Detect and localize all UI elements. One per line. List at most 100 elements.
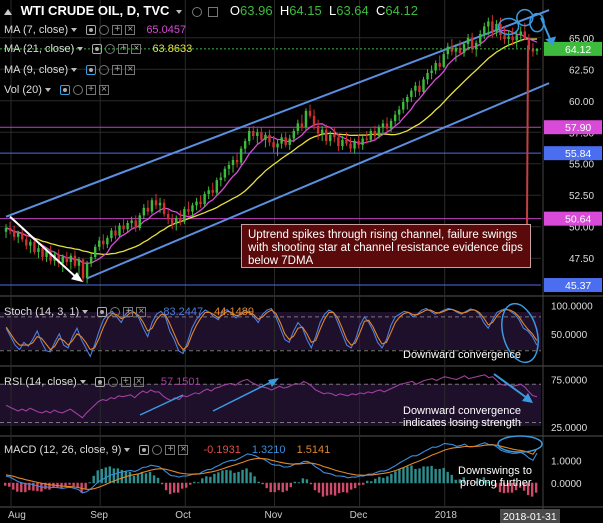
eye-icon[interactable] [139, 445, 150, 456]
macd-histogram-bar [414, 468, 417, 484]
legend-ma7[interactable]: MA (7, close) 65.0457 [4, 24, 186, 36]
candle-body [77, 259, 81, 266]
symbol-dropdown-icon[interactable] [176, 9, 183, 14]
macd-histogram-bar [144, 473, 148, 484]
candle-body [247, 130, 251, 142]
legend-stoch[interactable]: Stoch (14, 3, 1) 83.2447 44.1489 [4, 306, 254, 318]
add-icon[interactable] [123, 307, 134, 318]
candle-body [215, 180, 218, 193]
y-tick-label: 0.0000 [551, 479, 582, 490]
add-icon[interactable] [120, 377, 131, 388]
add-icon[interactable] [85, 85, 96, 96]
chevron-down-icon[interactable] [71, 28, 78, 33]
macd-histogram-bar [438, 468, 441, 484]
eye-icon[interactable] [86, 65, 97, 76]
candle-body [73, 255, 77, 266]
legend-ma9[interactable]: MA (9, close) [4, 64, 136, 76]
candle-body [162, 202, 166, 215]
candle-body [446, 46, 450, 55]
eye-icon[interactable] [86, 25, 97, 36]
add-icon[interactable] [112, 25, 123, 36]
candle-body [25, 239, 28, 246]
close-icon[interactable] [178, 445, 189, 456]
close-icon[interactable] [133, 377, 144, 388]
close-icon[interactable] [125, 65, 136, 76]
close-icon[interactable] [98, 85, 109, 96]
macd-histogram-bar [458, 479, 461, 484]
candle-body [37, 248, 40, 252]
add-icon[interactable] [165, 445, 176, 456]
chevron-down-icon[interactable] [79, 380, 86, 385]
macd-histogram-bar [48, 482, 51, 490]
legend-rsi[interactable]: RSI (14, close) 57.1501 [4, 376, 201, 388]
macd-histogram-bar [176, 482, 180, 493]
eye-icon[interactable] [59, 85, 70, 96]
trend-arrow-head [71, 272, 84, 283]
chevron-down-icon[interactable] [77, 47, 84, 52]
eye-icon[interactable] [94, 377, 105, 388]
macd-histogram-bar [374, 478, 377, 484]
format-icon[interactable] [208, 6, 219, 17]
macd-histogram-bar [454, 479, 457, 484]
gear-icon[interactable] [110, 307, 121, 318]
macd-histogram-bar [120, 469, 124, 484]
annotation-connector [526, 45, 529, 227]
gear-icon[interactable] [152, 445, 163, 456]
candle-body [231, 159, 235, 166]
price-tag-label: 64.12 [565, 44, 591, 56]
add-icon[interactable] [112, 65, 123, 76]
gear-icon[interactable] [99, 25, 110, 36]
price-tag [544, 278, 602, 293]
candle-body [166, 214, 170, 220]
macd-histogram-bar [518, 482, 522, 488]
gear-icon[interactable] [72, 85, 83, 96]
macd-histogram-bar [104, 467, 107, 484]
gear-icon[interactable] [107, 377, 118, 388]
candle-body [89, 256, 93, 264]
candle-body [102, 240, 105, 245]
y-tick-label: 1.0000 [551, 456, 582, 467]
macd-histogram-bar [345, 482, 349, 493]
candle-body [256, 132, 259, 137]
candle-body [146, 207, 150, 212]
macd-histogram-bar [498, 482, 502, 493]
symbol-header[interactable]: WTI CRUDE OIL, D, TVC O63.96 H64.15 L63.… [4, 3, 418, 18]
macd-histogram-bar [313, 482, 317, 491]
chevron-down-icon[interactable] [124, 448, 131, 453]
legend-ma21[interactable]: MA (21, close) 63.8633 [4, 43, 192, 55]
settings-icon[interactable] [191, 6, 202, 17]
gear-icon[interactable] [99, 65, 110, 76]
chevron-down-icon[interactable] [44, 88, 51, 93]
candle-body [503, 35, 506, 40]
candle-body [377, 127, 381, 137]
macd-histogram-bar [522, 482, 526, 491]
candle-body [183, 209, 186, 222]
candle-body [414, 85, 417, 91]
candle-body [479, 34, 482, 43]
legend-volume[interactable]: Vol (20) [4, 84, 109, 96]
add-icon[interactable] [118, 44, 129, 55]
close-icon[interactable] [131, 44, 142, 55]
chevron-down-icon[interactable] [82, 310, 89, 315]
eye-icon[interactable] [92, 44, 103, 55]
collapse-icon[interactable] [4, 8, 12, 15]
macd-histogram-bar [390, 473, 393, 484]
macd-histogram-bar [478, 478, 482, 484]
macd-histogram-bar [209, 476, 212, 484]
gear-icon[interactable] [105, 44, 116, 55]
series-line [5, 307, 538, 358]
close-icon[interactable] [125, 25, 136, 36]
candle-body [235, 159, 239, 163]
eye-icon[interactable] [97, 307, 108, 318]
macd-histogram-bar [189, 482, 192, 485]
legend-macd[interactable]: MACD (12, 26, close, 9) -0.1931 1.3210 1… [4, 444, 330, 456]
candle-body [397, 109, 401, 115]
highlight-circle [501, 302, 539, 364]
macd-histogram-bar [213, 473, 216, 484]
symbol-title: WTI CRUDE OIL, D, TVC [20, 3, 170, 18]
chevron-down-icon[interactable] [71, 68, 78, 73]
close-icon[interactable] [136, 307, 147, 318]
date-tag-label: 2018-01-31 [503, 511, 557, 523]
candle-body [535, 48, 539, 51]
candle-body [264, 134, 267, 140]
